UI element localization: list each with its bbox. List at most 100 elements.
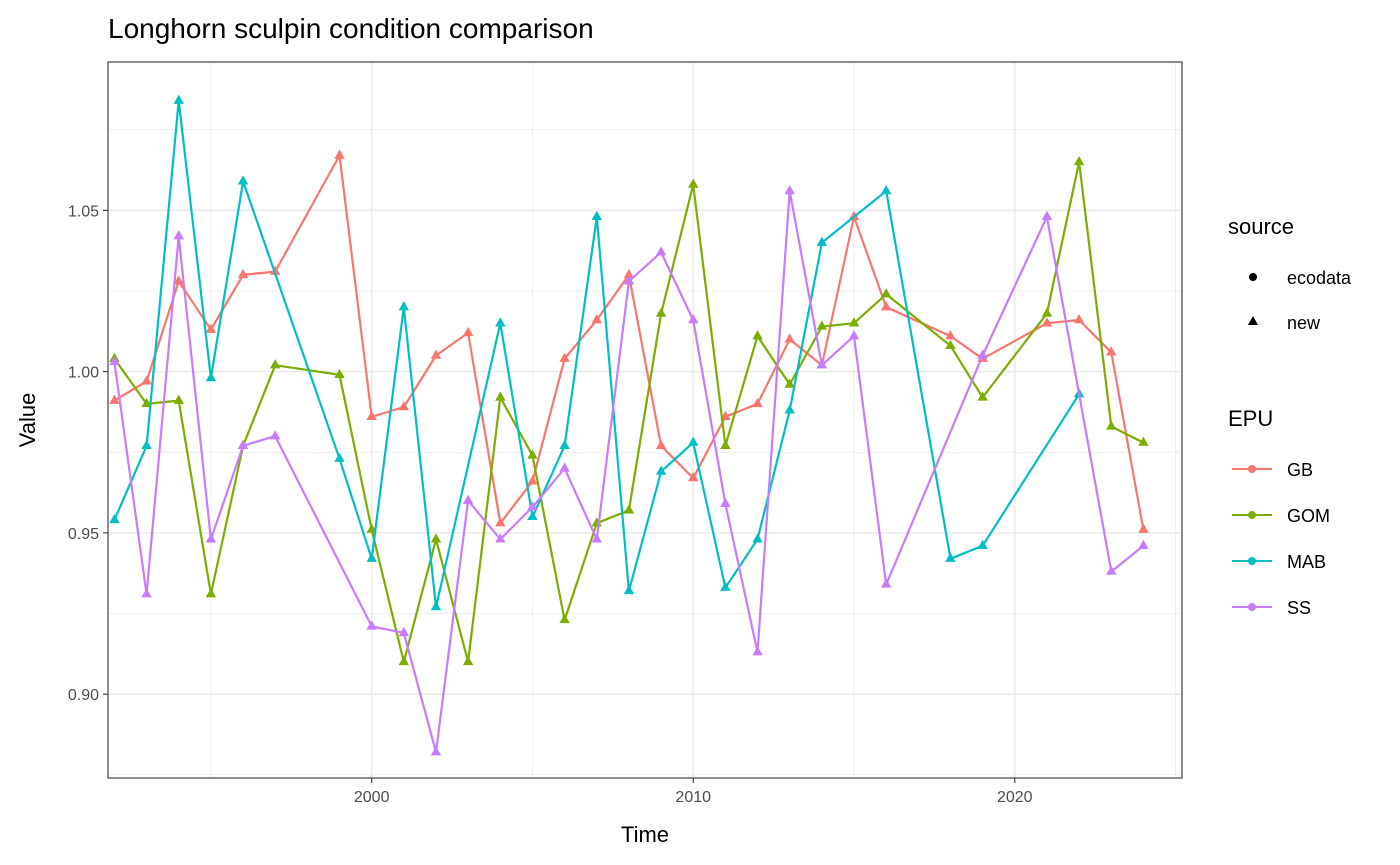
y-tick-label: 1.00 — [68, 365, 99, 382]
data-point-gom — [977, 391, 988, 401]
legend-label-gom: GOM — [1287, 506, 1330, 526]
data-point-ss — [977, 349, 988, 359]
data-point-gb — [623, 268, 635, 279]
data-point-ss — [270, 430, 281, 440]
legend-epu: EPU GB GOM MAB SS — [1228, 406, 1330, 618]
data-point-mab — [752, 533, 763, 543]
data-point-ss — [398, 626, 410, 637]
data-point-gom — [784, 378, 795, 388]
data-point-ss — [591, 533, 602, 543]
data-point-gb — [398, 401, 410, 411]
x-tick-label: 2010 — [675, 789, 711, 806]
data-point-ss — [655, 246, 667, 256]
data-point-ss — [880, 578, 892, 588]
data-point-gom — [688, 178, 699, 188]
data-point-gom — [173, 394, 184, 404]
data-point-ss — [141, 588, 152, 598]
data-point-gom — [462, 655, 474, 666]
legend-item-mab: MAB — [1232, 552, 1326, 572]
series-group — [109, 94, 1149, 756]
data-point-gom — [1138, 436, 1149, 446]
data-point-gb — [205, 323, 217, 333]
data-point-mab — [623, 584, 635, 595]
data-point-gom — [270, 359, 281, 369]
data-point-ss — [527, 501, 538, 511]
data-point-gb — [559, 352, 570, 362]
legend-label-mab: MAB — [1287, 552, 1326, 572]
data-point-gom — [205, 588, 217, 598]
data-point-gom — [848, 317, 860, 327]
data-point-gom — [1041, 307, 1053, 317]
data-point-gb — [430, 349, 442, 359]
data-point-mab — [527, 510, 538, 520]
y-tick-label: 0.90 — [68, 687, 99, 704]
y-tick-label: 0.95 — [68, 526, 99, 543]
legend-circle-icon — [1249, 273, 1257, 281]
legend-dot-ss — [1248, 603, 1256, 611]
data-point-mab — [141, 439, 152, 450]
legend-dot-gom — [1248, 511, 1256, 519]
data-point-mab — [591, 210, 602, 221]
series-line-gb — [113, 154, 1145, 530]
series-gom — [109, 155, 1149, 666]
data-point-gb — [237, 268, 249, 279]
data-point-ss — [688, 314, 699, 324]
legend-item-ss: SS — [1232, 598, 1311, 618]
data-point-ss — [205, 533, 217, 543]
series-line-mab — [113, 99, 1081, 609]
data-point-mab — [945, 552, 956, 562]
data-point-gom — [720, 439, 731, 450]
data-point-ss — [752, 646, 763, 656]
legend-label-ss: SS — [1287, 598, 1311, 618]
legend-triangle-icon — [1248, 316, 1258, 325]
legend-label-new: new — [1287, 313, 1321, 333]
data-point-gom — [430, 533, 442, 543]
data-point-gom — [334, 368, 345, 379]
y-axis: 0.90 0.95 1.00 1.05 — [68, 203, 108, 704]
data-point-mab — [655, 465, 667, 475]
chart-title: Longhorn sculpin condition comparison — [108, 13, 594, 44]
data-point-gb — [945, 330, 956, 340]
data-point-mab — [688, 436, 699, 446]
legend-dot-mab — [1248, 557, 1256, 565]
data-point-mab — [720, 581, 731, 591]
data-point-ss — [1138, 539, 1149, 549]
data-point-gb — [1041, 317, 1053, 327]
data-point-gom — [752, 330, 763, 340]
series-ss — [109, 185, 1149, 756]
data-point-gom — [945, 339, 956, 350]
data-point-gb — [270, 265, 281, 275]
data-point-ss — [559, 462, 570, 472]
y-tick-label: 1.05 — [68, 203, 99, 220]
data-point-gb — [880, 301, 892, 311]
data-point-mab — [880, 185, 892, 195]
data-point-gb — [495, 517, 506, 527]
data-point-mab — [784, 404, 795, 414]
data-point-mab — [430, 601, 442, 611]
data-point-mab — [977, 539, 988, 549]
data-point-ss — [816, 359, 828, 369]
legend-source-title: source — [1228, 214, 1294, 239]
data-point-gb — [366, 410, 377, 420]
data-point-gb — [173, 275, 184, 285]
data-point-ss — [848, 330, 860, 340]
data-point-gb — [591, 314, 602, 324]
data-point-ss — [173, 230, 184, 240]
series-line-gom — [113, 160, 1144, 664]
x-axis-title: Time — [621, 822, 669, 847]
data-point-gom — [623, 504, 635, 514]
data-point-mab — [205, 372, 217, 382]
data-point-gom — [1106, 420, 1117, 430]
data-point-mab — [495, 317, 506, 327]
data-point-mab — [109, 513, 120, 524]
panel-border — [107, 61, 1183, 779]
data-point-gom — [141, 397, 152, 408]
data-point-gb — [334, 149, 345, 159]
legend-source: source ecodata new — [1228, 214, 1352, 333]
legend-label-ecodata: ecodata — [1287, 268, 1352, 288]
data-point-ss — [1041, 210, 1053, 221]
grid-minor — [108, 62, 1182, 778]
legend-item-gb: GB — [1232, 460, 1313, 480]
data-point-gb — [1073, 314, 1085, 324]
